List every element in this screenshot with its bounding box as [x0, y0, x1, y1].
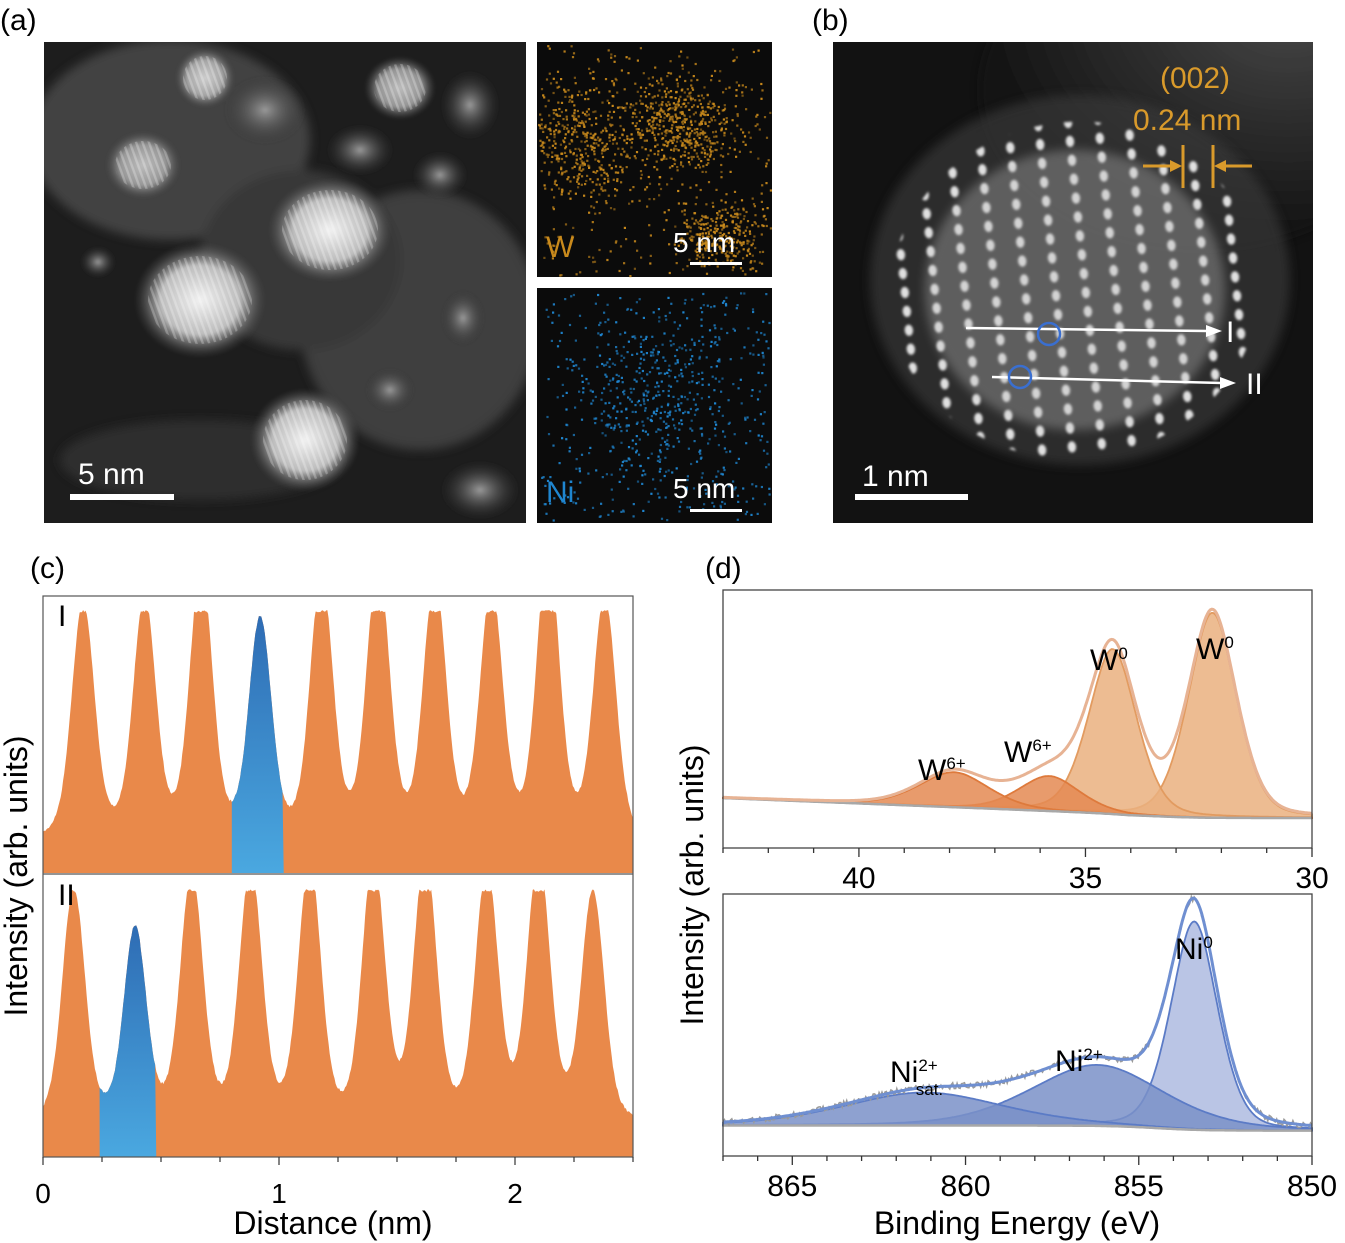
c-I-area [43, 610, 633, 873]
eds-ni-scale-label: 5 nm [673, 473, 735, 504]
d-Ni2p-tick-label: 865 [767, 1170, 817, 1203]
scale-bar-a [70, 494, 174, 500]
xps-x-axis-label: Binding Energy (eV) [874, 1205, 1160, 1241]
profile-axes: 0 1 2 Distance (nm) Intensity (arb. units) [0, 595, 634, 1241]
d-W4f-peak-label-4: W6+ [918, 754, 966, 787]
line-profile-chart-II: II [43, 879, 633, 1157]
c-I-title: I [58, 600, 66, 633]
eds-w-scale-bar [690, 262, 742, 265]
scale-bar-b [855, 494, 968, 500]
scale-label-a: 5 nm [78, 458, 145, 491]
d-W4f-tick-label: 30 [1295, 862, 1328, 895]
d-W4f-peak-label-2: W0 [1090, 644, 1128, 677]
eds-ni-scale-bar [690, 509, 742, 512]
xps-y-axis-label: Intensity (arb. units) [674, 745, 710, 1026]
panel-d-label: (d) [705, 552, 742, 585]
line-II-label: II [1246, 368, 1263, 401]
y-axis-label: Intensity (arb. units) [0, 736, 34, 1017]
d-W4f-envelope [722, 607, 1313, 815]
d-Ni2p-peak-label-1: Ni0 [1175, 933, 1213, 966]
d-Ni2p-frame [722, 893, 1313, 1157]
line-profile-II: II [991, 364, 1263, 401]
panel-b-label: (b) [812, 4, 849, 37]
xps-ni2p-chart: 865 860 855 850 Ni0 Ni2+ Ni2+ sat. Binding Energ… [674, 745, 1337, 1242]
scale-label-b: 1 nm [862, 460, 929, 493]
line-profile-I: I [965, 316, 1234, 349]
eds-map-ni: Ni 5 nm [537, 288, 772, 523]
d-W4f-frame [722, 589, 1313, 849]
plane-label: (002) [1160, 62, 1230, 95]
d-Ni2p-tick-label: 860 [940, 1170, 990, 1203]
line-profile-chart-I: I [43, 600, 633, 873]
eds-w-label: W [546, 231, 575, 264]
x-axis-label: Distance (nm) [233, 1205, 432, 1241]
d-Ni2p-envelope [722, 896, 1313, 1127]
spacing-label: 0.24 nm [1133, 104, 1241, 137]
haadf-image [44, 42, 526, 523]
d-W4f-tick-label: 35 [1069, 862, 1102, 895]
d-W4f-background [723, 796, 1312, 820]
x-tick-label: 2 [507, 1178, 523, 1209]
c-II-area [43, 889, 633, 1157]
panel-a-label: (a) [0, 4, 37, 37]
x-tick-label: 0 [35, 1178, 51, 1209]
d-W4f-tick-label: 40 [842, 862, 875, 895]
c-II-highlight [99, 925, 157, 1157]
d-W4f-peak-label-3: W6+ [1004, 736, 1052, 769]
c-I-highlight [231, 616, 284, 873]
hrstem-image [833, 42, 1313, 523]
xps-w4f-chart: 40 35 30 W0 W0 W6+ W6+ [722, 589, 1329, 895]
d-Ni2p-peak-label-3: Ni2+ sat. [890, 1056, 943, 1099]
panel-c-label: (c) [30, 552, 65, 585]
d-Ni2p-background [723, 1124, 1312, 1132]
d-Ni2p-peak-label-2: Ni2+ [1055, 1045, 1103, 1078]
c-II-title: II [58, 879, 75, 912]
eds-ni-label: Ni [546, 476, 574, 509]
x-tick-label: 1 [271, 1178, 287, 1209]
d-Ni2p-tick-label: 855 [1114, 1170, 1164, 1203]
eds-w-scale-label: 5 nm [673, 227, 735, 258]
d-W4f-peak-label-1: W0 [1196, 633, 1234, 666]
line-I-label: I [1226, 316, 1234, 349]
d-Ni2p-tick-label: 850 [1287, 1170, 1337, 1203]
eds-map-w: W 5 nm [537, 42, 772, 278]
